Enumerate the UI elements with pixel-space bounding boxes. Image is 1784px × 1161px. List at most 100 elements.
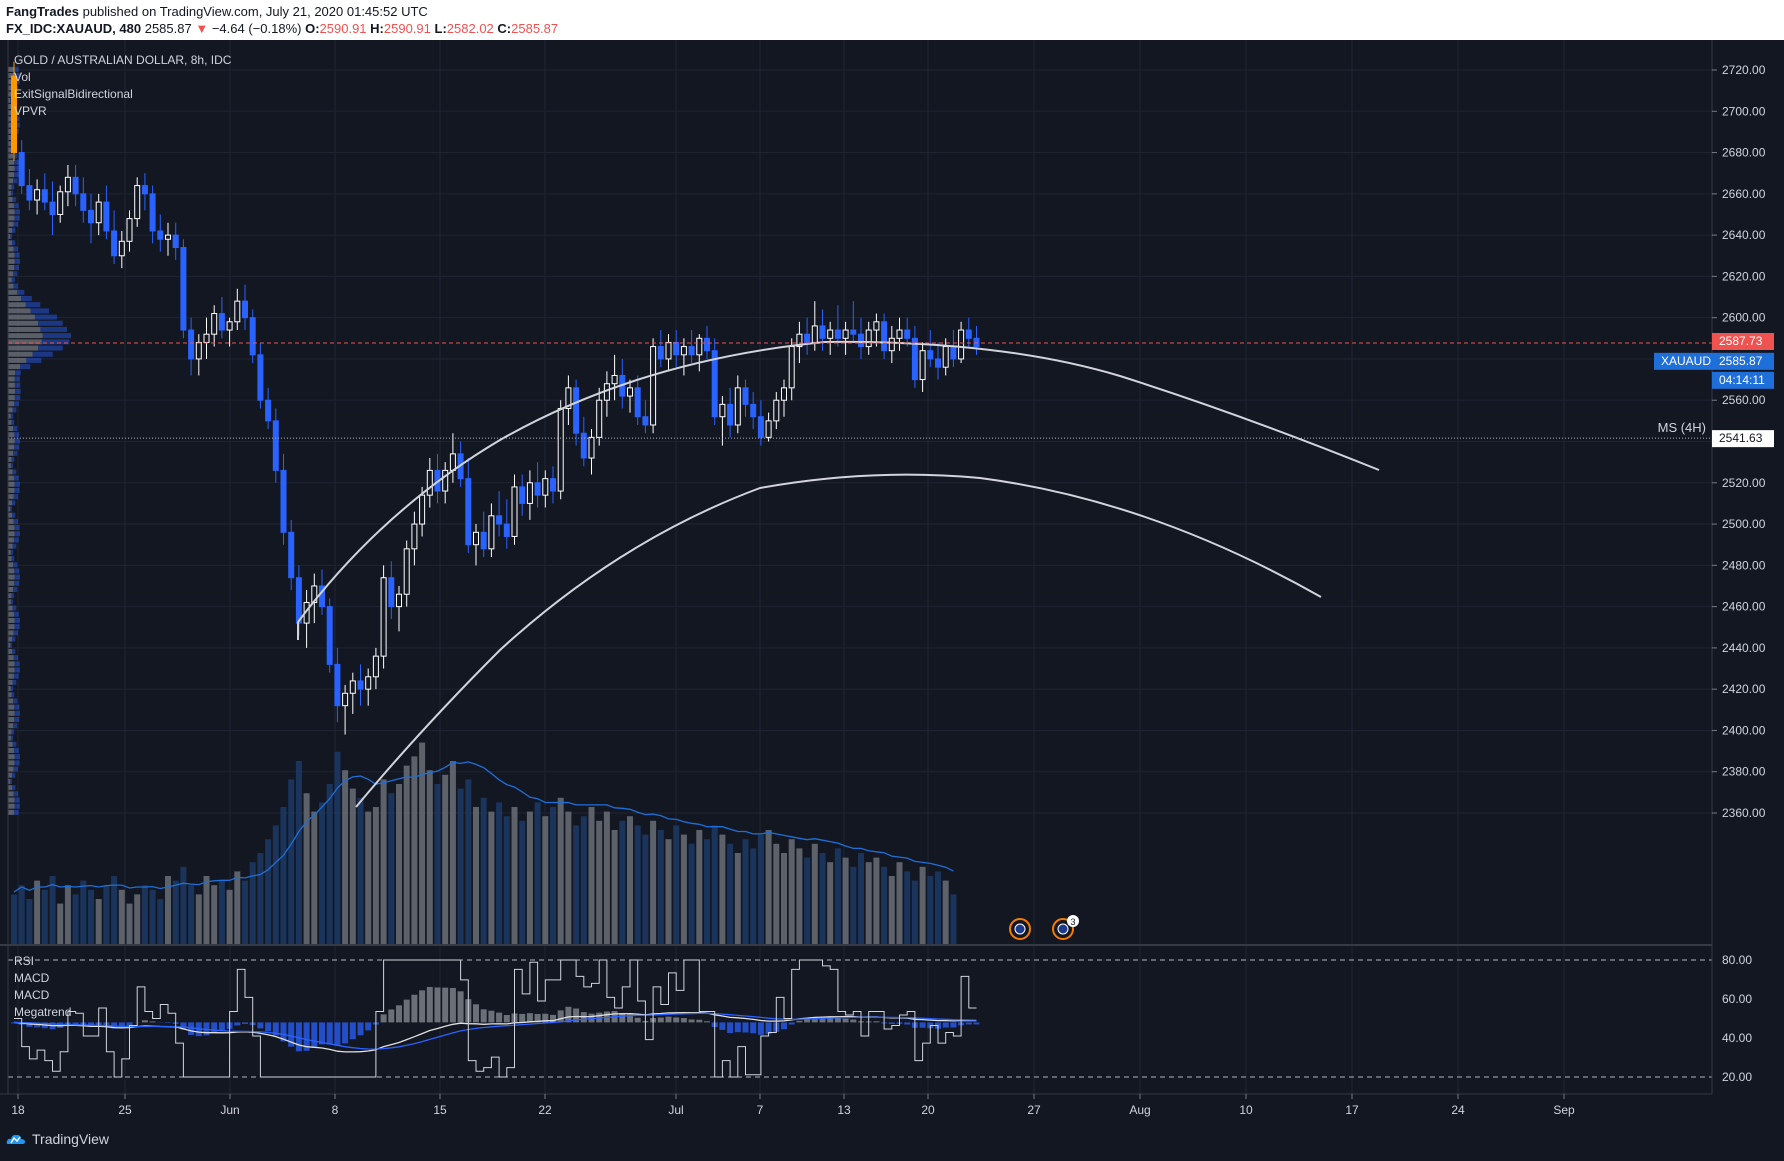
candle-body	[796, 333, 803, 348]
candle-body	[149, 193, 156, 232]
volume-profile-row	[8, 698, 14, 704]
volume-profile-row	[13, 283, 18, 289]
volume-profile-row	[8, 184, 12, 190]
volume-profile-row	[14, 667, 20, 673]
volume-profile-row	[8, 648, 13, 654]
volume-profile-row	[12, 500, 16, 506]
volume-profile-row	[8, 252, 15, 258]
volume-profile-row	[16, 289, 25, 295]
volume-bar	[334, 751, 341, 945]
upper-arc-drawing[interactable]	[297, 340, 1380, 623]
volume-profile-row	[8, 147, 12, 153]
volume-bar	[796, 848, 803, 945]
volume-bar	[750, 848, 757, 945]
volume-profile-row	[13, 562, 18, 568]
volume-profile-row	[8, 85, 14, 91]
legend-megatrend[interactable]: Megatrend	[14, 1005, 71, 1019]
volume-bar	[249, 862, 256, 945]
volume-profile-row	[8, 754, 15, 760]
volume-bar	[342, 770, 349, 945]
volume-profile-row	[8, 661, 15, 667]
candle-body	[819, 325, 826, 339]
candle-body	[842, 329, 849, 339]
macd-histogram-bar	[365, 1022, 372, 1031]
legend-macd-1[interactable]: MACD	[14, 971, 50, 985]
volume-bar	[180, 866, 187, 945]
candle-body	[272, 420, 279, 471]
candle-body	[627, 387, 633, 397]
volume-profile-row	[8, 704, 15, 710]
legend-vol[interactable]: Vol	[14, 70, 31, 84]
volume-profile-row	[14, 215, 20, 221]
author-name[interactable]: FangTrades	[6, 4, 79, 19]
volume-profile-row	[8, 203, 14, 209]
volume-profile-row	[13, 747, 19, 753]
volume-bar	[265, 839, 272, 945]
candle-body	[203, 333, 210, 343]
volume-profile-row	[8, 333, 43, 339]
candle-body	[804, 333, 811, 343]
macd-histogram-bar	[627, 1014, 633, 1023]
volume-profile-row	[14, 580, 20, 586]
price-marker-blue-text: 2585.87	[1719, 354, 1763, 368]
candle-body	[911, 337, 918, 381]
volume-profile-row	[8, 401, 14, 407]
volume-profile-row	[14, 624, 20, 630]
time-axis[interactable]: 18 25 Jun 8 15 22 Jul 7 13 20 27 Aug 10 17 24 Sep	[11, 1094, 1575, 1117]
candle-body	[449, 453, 456, 471]
macd-histogram-bar	[303, 1022, 310, 1051]
legend-title[interactable]: GOLD / AUSTRALIAN DOLLAR, 8h, IDC	[14, 53, 232, 67]
legend-vpvr[interactable]: VPVR	[14, 104, 47, 118]
ms-level-label: MS (4H)	[1658, 420, 1706, 435]
volume-bar	[111, 876, 118, 945]
macd-histogram-bar	[126, 1022, 133, 1027]
candle-body	[180, 246, 187, 331]
legend-rsi[interactable]: RSI	[14, 954, 34, 968]
volume-profile-row	[8, 463, 11, 469]
volume-bar	[711, 825, 718, 945]
candle-body	[973, 337, 980, 348]
volume-profile-row	[8, 234, 11, 240]
symbol-info: FX_IDC:XAUAUD, 480	[6, 21, 142, 36]
macd-histogram-bar	[234, 1022, 241, 1026]
event-badge-2[interactable]: 3	[1052, 915, 1079, 940]
volume-profile-row	[8, 791, 14, 797]
candle-body	[488, 515, 495, 550]
volume-bar	[781, 853, 787, 945]
tradingview-logo[interactable]: TradingView	[6, 1131, 109, 1147]
candle-body	[688, 346, 695, 356]
chart-canvas[interactable]: MS (4H) 2360.002380.002400.002420.002440…	[0, 40, 1784, 1127]
volume-profile-row	[21, 295, 32, 301]
volume-profile-row	[11, 456, 15, 462]
candle-body	[334, 663, 341, 707]
volume-profile-row	[14, 116, 20, 122]
volume-profile-row	[13, 611, 19, 617]
legend-macd-2[interactable]: MACD	[14, 988, 50, 1002]
volume-profile-row	[8, 778, 11, 784]
lower-arc-drawing[interactable]	[355, 473, 1322, 808]
volume-profile-row	[14, 258, 21, 264]
candle-body	[64, 176, 71, 193]
volume-profile-row	[12, 605, 17, 611]
volume-profile-row	[8, 432, 15, 438]
macd-histogram-bar	[342, 1022, 349, 1044]
volume-profile-row	[8, 766, 14, 772]
volume-profile-row	[8, 593, 12, 599]
volume-bar	[819, 853, 826, 945]
time-tick-label: 7	[757, 1103, 764, 1117]
macd-histogram-bar	[419, 990, 426, 1023]
volume-bar	[365, 811, 372, 945]
oscillator-pane	[8, 959, 1712, 1078]
volume-bar	[927, 876, 934, 945]
candle-body	[403, 548, 410, 595]
event-badge-1[interactable]	[1009, 918, 1031, 940]
legend-exit-signal[interactable]: ExitSignalBidirectional	[14, 87, 133, 101]
candle-body	[788, 346, 795, 389]
volume-profile-row	[8, 611, 14, 617]
volume-profile-row	[8, 413, 11, 419]
low-label: L:	[434, 21, 447, 36]
volume-profile-row	[8, 277, 12, 283]
down-arrow-icon: ▼	[195, 21, 209, 36]
volume-bar	[103, 885, 110, 945]
volume-profile-row	[8, 376, 15, 382]
